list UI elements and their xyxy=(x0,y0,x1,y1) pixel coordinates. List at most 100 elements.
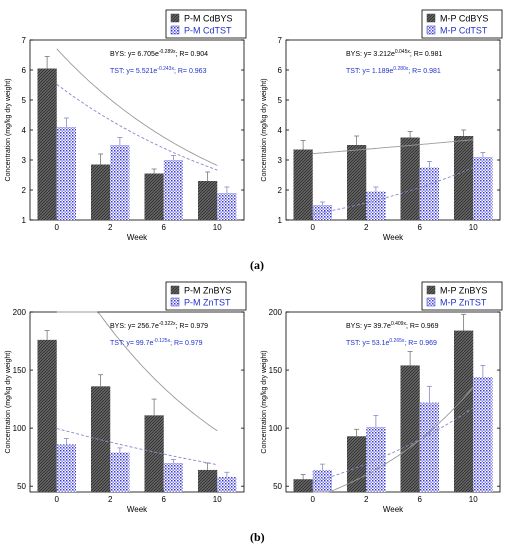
fit-equation: TST: y= 5.521e-0.243x; R= 0.963 xyxy=(110,66,207,75)
legend-label: M-P CdBYS xyxy=(440,14,488,24)
fit-equation: TST: y= 1.189e0.280x; R= 0.981 xyxy=(346,66,441,75)
x-tick-label: 2 xyxy=(364,495,369,504)
panel-label-a: (a) xyxy=(250,258,264,272)
y-tick-label: 150 xyxy=(269,366,283,375)
x-tick-label: 6 xyxy=(162,495,167,504)
bar xyxy=(90,386,111,492)
legend-swatch xyxy=(426,285,436,295)
fit-curve xyxy=(312,166,474,215)
y-tick-label: 6 xyxy=(22,66,27,75)
fit-equation: TST: y= 53.1e0.265x; R= 0.969 xyxy=(346,338,437,347)
fit-equation: BYS: y= 256.7e-0.322x; R= 0.979 xyxy=(110,321,208,330)
bar xyxy=(293,149,313,220)
legend-swatch xyxy=(426,13,436,23)
y-tick-label: 100 xyxy=(13,424,27,433)
legend-swatch xyxy=(170,285,180,295)
fit-equation: TST: y= 99.7e-0.125x; R= 0.979 xyxy=(110,338,203,347)
bar xyxy=(453,330,474,492)
y-tick-label: 2 xyxy=(278,186,283,195)
legend-label: M-P ZnBYS xyxy=(440,286,487,296)
y-axis-label: Concentration (mg/kg dry weight) xyxy=(261,78,268,181)
bar xyxy=(144,415,164,492)
bar xyxy=(197,469,218,492)
bar xyxy=(37,339,57,492)
fit-curve xyxy=(56,84,218,171)
y-axis-label: Concentration (mg/kg dry weight) xyxy=(5,78,12,181)
bar xyxy=(473,157,493,220)
y-tick-label: 7 xyxy=(22,36,27,45)
x-axis-label: Week xyxy=(127,233,148,242)
x-tick-label: 0 xyxy=(55,495,60,504)
fit-equation: BYS: y= 6.705e-0.289x; R= 0.904 xyxy=(110,49,208,58)
x-tick-label: 10 xyxy=(213,495,222,504)
x-tick-label: 6 xyxy=(162,223,167,232)
x-axis-label: Week xyxy=(383,233,404,242)
x-tick-label: 2 xyxy=(108,495,113,504)
bar xyxy=(473,377,493,492)
x-tick-label: 10 xyxy=(469,495,478,504)
legend-box xyxy=(421,281,503,311)
fit-equation: BYS: y= 39.7e0.409x; R= 0.969 xyxy=(346,321,439,330)
fit-curve xyxy=(312,386,474,493)
y-tick-label: 100 xyxy=(269,424,283,433)
bar xyxy=(293,479,313,492)
bar xyxy=(366,191,386,220)
legend-box xyxy=(165,9,247,39)
bar xyxy=(453,136,474,220)
bar xyxy=(400,137,420,220)
y-tick-label: 6 xyxy=(278,66,283,75)
x-tick-label: 2 xyxy=(108,223,113,232)
legend-label: M-P CdTST xyxy=(440,26,488,36)
fit-curve xyxy=(56,311,218,432)
x-tick-label: 10 xyxy=(469,223,478,232)
legend-swatch xyxy=(170,13,180,23)
legend-swatch xyxy=(426,297,436,307)
legend-swatch xyxy=(170,297,180,307)
bar xyxy=(110,452,130,492)
x-tick-label: 10 xyxy=(213,223,222,232)
bar xyxy=(37,68,57,220)
fit-curve xyxy=(56,428,218,466)
x-tick-label: 6 xyxy=(418,495,423,504)
fit-equation: BYS: y= 3.212e0.045x; R= 0.981 xyxy=(346,49,442,58)
y-tick-label: 5 xyxy=(278,96,283,105)
bar xyxy=(163,160,184,220)
bar xyxy=(400,365,420,492)
y-tick-label: 200 xyxy=(13,308,27,317)
x-tick-label: 0 xyxy=(55,223,60,232)
fit-curve xyxy=(312,407,474,484)
bar xyxy=(346,436,367,492)
x-axis-label: Week xyxy=(127,505,148,514)
y-tick-label: 50 xyxy=(17,482,26,491)
y-tick-label: 2 xyxy=(22,186,27,195)
legend-label: M-P ZnTST xyxy=(440,298,487,308)
y-tick-label: 3 xyxy=(22,156,27,165)
y-tick-label: 50 xyxy=(273,482,282,491)
fit-curve xyxy=(56,48,218,166)
y-tick-label: 200 xyxy=(269,308,283,317)
y-axis-label: Concentration (mg/kg dry weight) xyxy=(5,350,12,453)
bar xyxy=(56,444,77,492)
y-tick-label: 3 xyxy=(278,156,283,165)
legend-swatch xyxy=(426,25,436,35)
x-tick-label: 2 xyxy=(364,223,369,232)
x-axis-label: Week xyxy=(383,505,404,514)
bar xyxy=(419,402,440,492)
bar xyxy=(56,127,77,220)
legend-label: P-M ZnTST xyxy=(184,298,231,308)
y-tick-label: 5 xyxy=(22,96,27,105)
bar xyxy=(197,181,218,220)
legend-box xyxy=(165,281,247,311)
bar xyxy=(163,462,184,492)
y-tick-label: 150 xyxy=(13,366,27,375)
y-tick-label: 4 xyxy=(22,126,27,135)
legend-label: P-M CdTST xyxy=(184,26,232,36)
legend-label: P-M ZnBYS xyxy=(184,286,232,296)
x-tick-label: 0 xyxy=(311,223,316,232)
y-tick-label: 1 xyxy=(22,216,27,225)
bar xyxy=(217,193,237,220)
legend-swatch xyxy=(170,25,180,35)
